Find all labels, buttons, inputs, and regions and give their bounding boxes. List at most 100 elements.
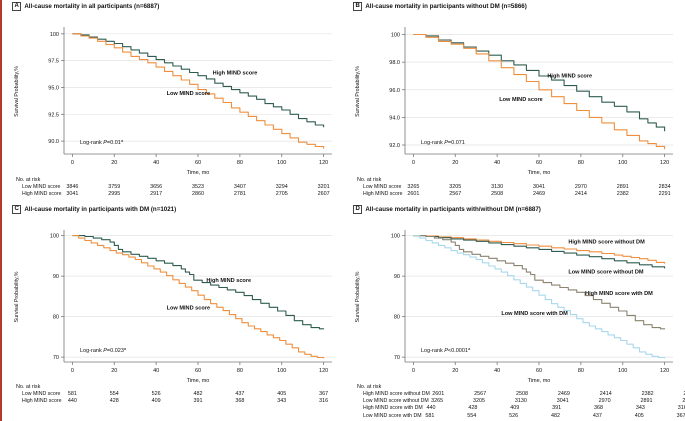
risk-row-name: High MIND score: [22, 398, 62, 405]
risk-table-label: No. at risk: [16, 384, 41, 390]
risk-value: 428: [468, 405, 478, 412]
risk-row: Low MIND score 581 554 526 482 437 405 367: [2, 391, 344, 398]
x-tick-label: 20: [452, 160, 458, 166]
y-tick-label: 80: [53, 315, 59, 321]
x-tick-label: 120: [319, 160, 328, 166]
panel-a: A All-cause mortality in all participant…: [2, 0, 344, 203]
risk-value: 2567: [449, 191, 462, 198]
risk-row-name: High MIND score: [22, 191, 62, 198]
risk-value: 2291: [684, 391, 685, 398]
risk-value: 409: [510, 405, 520, 412]
risk-value: 3041: [556, 398, 569, 405]
survival-curve-low-mind-score-with-dm: [413, 235, 666, 359]
x-tick-label: 80: [578, 160, 584, 166]
risk-value: 367: [676, 412, 685, 419]
survival-curve-high-mind-score: [72, 33, 325, 128]
risk-table: No. at risk Low MIND score 3265 3205 3130 30…: [343, 177, 685, 198]
edge-marker: [0, 0, 2, 421]
x-tick-label: 0: [71, 368, 74, 374]
x-tick-label: 40: [153, 368, 159, 374]
risk-table-label: No. at risk: [357, 384, 382, 390]
panel-c-title-row: C All-cause mortality in participants wi…: [2, 203, 344, 216]
x-tick-label: 0: [412, 368, 415, 374]
risk-rows: Low MIND score 581 554 526 482 437 405 367 High …: [2, 391, 344, 405]
panel-title: All-cause mortality in participants with…: [365, 206, 541, 213]
risk-value: 2917: [150, 191, 163, 198]
survival-curve-high-mind-score: [72, 235, 325, 330]
risk-value: 554: [109, 391, 119, 397]
y-tick-label: 90.0: [48, 139, 59, 145]
risk-table-label: No. at risk: [16, 177, 41, 183]
risk-table: No. at risk High MIND score without DM 26…: [343, 384, 685, 420]
y-tick-label: 100: [50, 32, 59, 38]
curve-label: Low MIND score without DM: [568, 270, 644, 276]
risk-value: 526: [509, 412, 519, 419]
y-tick-label: 80: [394, 315, 400, 321]
y-tick-label: 70: [394, 355, 400, 361]
risk-value: 2291: [658, 191, 671, 198]
x-tick-label: 0: [412, 160, 415, 166]
risk-value: 2970: [598, 398, 611, 405]
y-tick-label: 98.0: [389, 60, 400, 66]
x-tick-label: 60: [536, 368, 542, 374]
risk-value: 316: [677, 405, 685, 412]
x-tick-label: 20: [111, 160, 117, 166]
risk-row-name: High MIND score with DM: [363, 405, 423, 412]
risk-value: 2834: [658, 184, 671, 190]
risk-value: 440: [426, 405, 436, 412]
risk-value: 405: [277, 391, 287, 397]
risk-row-values: 440 428 409 391 368 343 316: [64, 398, 332, 405]
risk-value: 437: [235, 391, 245, 397]
risk-row-values: 581 554 526 482 437 405 367: [64, 391, 332, 398]
risk-rows: High MIND score without DM 2601 2567 2508 24…: [343, 391, 685, 420]
risk-value: 2508: [516, 391, 529, 397]
axes: 100 98.0 96.0 94.0 92.0 0 20 40 60 80 100 120 Time, …: [389, 27, 673, 176]
x-tick-label: 60: [195, 368, 201, 374]
risk-row-name: Low MIND score without DM: [363, 398, 429, 405]
survival-curve-high-mind-score-without-dm: [413, 235, 666, 264]
risk-value: 2469: [557, 391, 570, 397]
x-axis-label: Time, mo: [187, 378, 210, 384]
risk-value: 2834: [682, 398, 685, 405]
survival-curve-low-mind-score: [413, 33, 666, 150]
risk-value: 391: [552, 405, 562, 412]
risk-value: 2607: [317, 191, 330, 198]
risk-value: 368: [235, 398, 245, 405]
panel-a-title-row: A All-cause mortality in all participant…: [2, 0, 344, 13]
y-tick-label: 92.0: [389, 143, 400, 149]
survival-plot: 100 90 80 70 0 20 40 60 80 100 120 Time, mo Survival…: [355, 230, 673, 384]
risk-value: 2382: [641, 391, 654, 397]
risk-value: 3205: [449, 184, 462, 190]
log-rank-pvalue: Log-rank P=0.023a: [80, 346, 127, 354]
risk-row: Low MIND score 3265 3205 3130 3041 2970 2891 28…: [343, 184, 685, 191]
y-tick-label: 70: [53, 355, 59, 361]
risk-value: 3201: [317, 184, 330, 190]
y-axis-label: Survival Probability,%: [14, 66, 20, 117]
risk-value: 391: [193, 398, 203, 405]
risk-value: 405: [634, 412, 644, 419]
risk-row: High MIND score 2601 2567 2508 2469 2414 2382 2…: [343, 191, 685, 198]
risk-row-name: Low MIND score with DM: [363, 412, 422, 419]
risk-value: 3041: [533, 184, 545, 190]
x-tick-label: 120: [660, 368, 669, 374]
survival-curve-high-mind-score-with-dm: [413, 235, 666, 330]
risk-row-values: 581 554 526 482 437 405 367: [422, 413, 685, 420]
x-tick-label: 120: [660, 160, 669, 166]
risk-row-name: High MIND score: [363, 191, 403, 198]
x-axis-label: Time, mo: [528, 170, 551, 176]
y-tick-label: 97.5: [48, 59, 59, 65]
curve-label: Low MIND score: [167, 305, 211, 311]
risk-value: 526: [151, 391, 161, 397]
risk-value: 3041: [66, 191, 79, 198]
y-tick-label: 100: [50, 234, 59, 240]
risk-value: 343: [277, 398, 287, 405]
risk-value: 2469: [533, 191, 545, 198]
risk-row-values: 3846 3759 3656 3523 3407 3294 3201: [64, 184, 332, 191]
axes: 100 97.5 95.0 92.5 90.0 0 20 40 60 80 100 120 Time, …: [48, 27, 332, 176]
risk-value: 2508: [491, 191, 504, 198]
risk-row-name: Low MIND score: [22, 184, 61, 190]
log-rank-pvalue: Log-rank P<0.0001a: [421, 346, 471, 354]
risk-row-values: 2601 2567 2508 2469 2414 2382 2291: [405, 191, 673, 198]
risk-value: 482: [193, 391, 203, 397]
risk-value: 3130: [491, 184, 504, 190]
